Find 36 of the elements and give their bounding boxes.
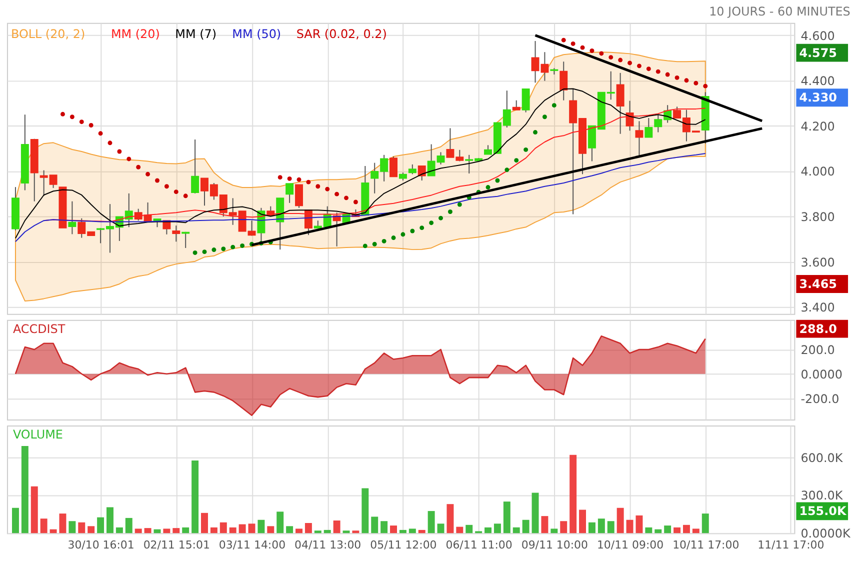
text: 4.575 [799, 46, 837, 60]
y-tick-label: -200.0 [800, 392, 840, 406]
x-tick-label: 30/10 16:01 [68, 538, 134, 552]
y-tick-label: 4.000 [800, 164, 835, 179]
y-tick-label: 3.400 [800, 300, 835, 315]
x-tick-label: 10/11 17:00 [672, 538, 740, 552]
y-tick-label: 200.0 [800, 342, 835, 357]
text: 3.465 [799, 276, 837, 291]
text: 155.0K [799, 504, 847, 518]
y-tick-label: 3.600 [800, 255, 835, 270]
x-tick-label: 09/11 10:00 [521, 538, 588, 552]
y-tick-label: 600.0K [800, 450, 844, 465]
text: MM (50) [232, 26, 282, 41]
text: 288.0 [799, 322, 837, 336]
text: MM (20) [111, 26, 160, 41]
chart-title: ACCDIST [12, 322, 66, 336]
x-tick-label: 10/11 09:00 [596, 538, 664, 552]
text: SAR (0.02, 0.2) [296, 26, 387, 41]
y-tick-label: 4.200 [800, 119, 835, 134]
x-tick-label: 04/11 13:00 [294, 538, 362, 552]
x-tick-label: 05/11 12:00 [370, 538, 437, 552]
x-tick-label: 06/11 11:00 [446, 538, 512, 552]
y-tick-label: 300.0K [800, 488, 844, 503]
y-tick-label: 4.600 [800, 28, 835, 43]
x-tick-label: 02/11 15:01 [143, 538, 210, 552]
chart-subtitle: 10 JOURS - 60 MINUTES [709, 4, 850, 18]
annotation: BOLL (20, 2) [10, 26, 86, 41]
y-tick-label: 0.0000 [800, 367, 842, 382]
y-tick-label: 4.400 [800, 74, 835, 88]
chart-title: VOLUME [12, 427, 63, 442]
y-tick-label: 3.800 [800, 210, 835, 224]
text: MM (7) [175, 26, 216, 41]
x-tick-label: 03/11 14:00 [218, 538, 286, 552]
text: 4.330 [799, 90, 837, 105]
x-tick-label: 11/11 17:00 [758, 538, 824, 552]
y-tick-label: 0.0000K [800, 526, 852, 541]
